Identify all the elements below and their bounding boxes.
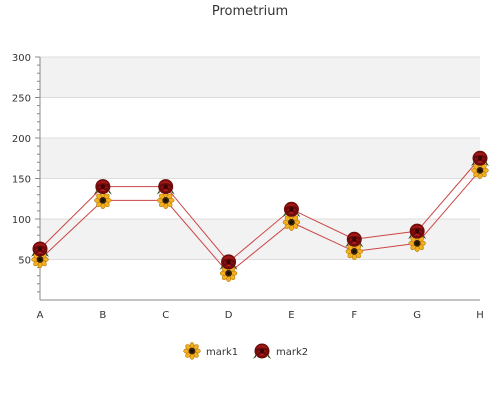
legend-mark2-icon <box>253 343 271 359</box>
x-tick-label: D <box>225 310 233 321</box>
y-tick-label: 200 <box>12 134 31 145</box>
legend-mark1-icon <box>183 342 201 360</box>
x-tick-label: C <box>162 310 169 321</box>
data-point-mark1 <box>93 191 112 210</box>
y-tick-label: 300 <box>12 53 31 64</box>
y-tick-label: 50 <box>18 256 31 267</box>
grid-band <box>40 138 480 179</box>
legend: mark1 mark2 <box>183 342 308 360</box>
x-tick-label: B <box>99 310 106 321</box>
series-line-mark1 <box>39 170 481 274</box>
x-tick-label: A <box>37 310 44 321</box>
data-point-mark2 <box>282 201 301 218</box>
x-tick-label: F <box>351 310 357 321</box>
x-tick-label: G <box>413 310 421 321</box>
grid-band <box>40 57 480 98</box>
grid-band <box>40 219 480 260</box>
y-tick-label: 100 <box>12 215 31 226</box>
plot-area: 50 100 150 200 250 300 A B C D E F G H <box>12 53 489 321</box>
chart-title: Prometrium <box>212 4 288 19</box>
data-point-mark1 <box>156 191 175 210</box>
data-point-mark2 <box>93 179 112 195</box>
data-point-mark2 <box>156 179 175 195</box>
legend-mark1-label: mark1 <box>206 347 238 358</box>
y-tick-label: 150 <box>12 175 31 186</box>
y-tick-label: 250 <box>12 94 31 105</box>
x-tick-label: E <box>288 310 294 321</box>
x-tick-label: H <box>476 310 484 321</box>
legend-mark2-label: mark2 <box>276 347 308 358</box>
series-line-mark2 <box>39 157 481 263</box>
